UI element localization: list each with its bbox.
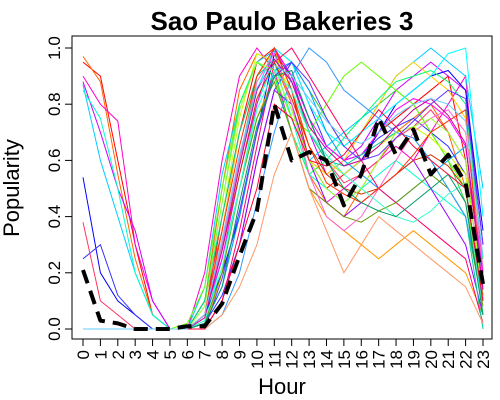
x-tick-label: 2 [109, 350, 128, 359]
x-tick-label: 22 [457, 350, 476, 369]
series-line-3 [82, 47, 484, 330]
plot-frame [71, 35, 493, 340]
x-tick-label: 5 [161, 350, 180, 359]
y-tick-label: 0.4 [45, 205, 64, 229]
x-tick-label: 20 [422, 350, 441, 369]
x-tick-label: 23 [474, 350, 493, 369]
x-tick-label: 8 [213, 350, 232, 359]
series-line-2 [82, 52, 484, 330]
y-tick-label: 0.0 [45, 317, 64, 341]
highlight-layer [81, 102, 485, 331]
x-tick-label: 1 [91, 350, 110, 359]
series-line-12 [83, 52, 484, 330]
x-tick-label: 10 [248, 350, 267, 369]
y-tick-label: 0.8 [45, 92, 64, 116]
chart-title: Sao Paulo Bakeries 3 [150, 6, 413, 36]
x-axis-label: Hour [258, 374, 306, 399]
x-tick-label: 16 [352, 350, 371, 369]
series-line-31 [83, 69, 484, 330]
series-line-7 [82, 52, 484, 330]
y-axis-label: Popularity [0, 139, 24, 237]
y-tick-label: 0.2 [45, 261, 64, 285]
series-line-28 [83, 69, 484, 330]
x-tick-label: 0 [74, 350, 93, 359]
x-tick-label: 19 [404, 350, 423, 369]
series-layer [82, 46, 484, 330]
series-line-30 [83, 130, 484, 330]
x-tick-label: 3 [126, 350, 145, 359]
x-tick-label: 17 [370, 350, 389, 369]
x-tick-label: 18 [387, 350, 406, 369]
x-tick-label: 13 [300, 350, 319, 369]
y-axis: 0.0 0.2 0.4 0.6 0.8 1.0 [45, 36, 72, 341]
x-tick-label: 7 [196, 350, 215, 359]
x-tick-label: 15 [335, 350, 354, 369]
x-tick-label: 21 [439, 350, 458, 369]
x-tick-label: 6 [178, 350, 197, 359]
y-tick-label: 1.0 [45, 36, 64, 60]
x-tick-label: 9 [231, 350, 250, 359]
highlight-series-line [81, 102, 485, 331]
y-tick-label: 0.6 [45, 149, 64, 173]
x-tick-label: 4 [144, 350, 163, 359]
series-line-25 [83, 52, 484, 330]
x-tick-label: 12 [283, 350, 302, 369]
x-tick-label: 14 [317, 350, 336, 369]
x-tick-label: 11 [265, 350, 284, 368]
series-line-34 [83, 64, 484, 330]
